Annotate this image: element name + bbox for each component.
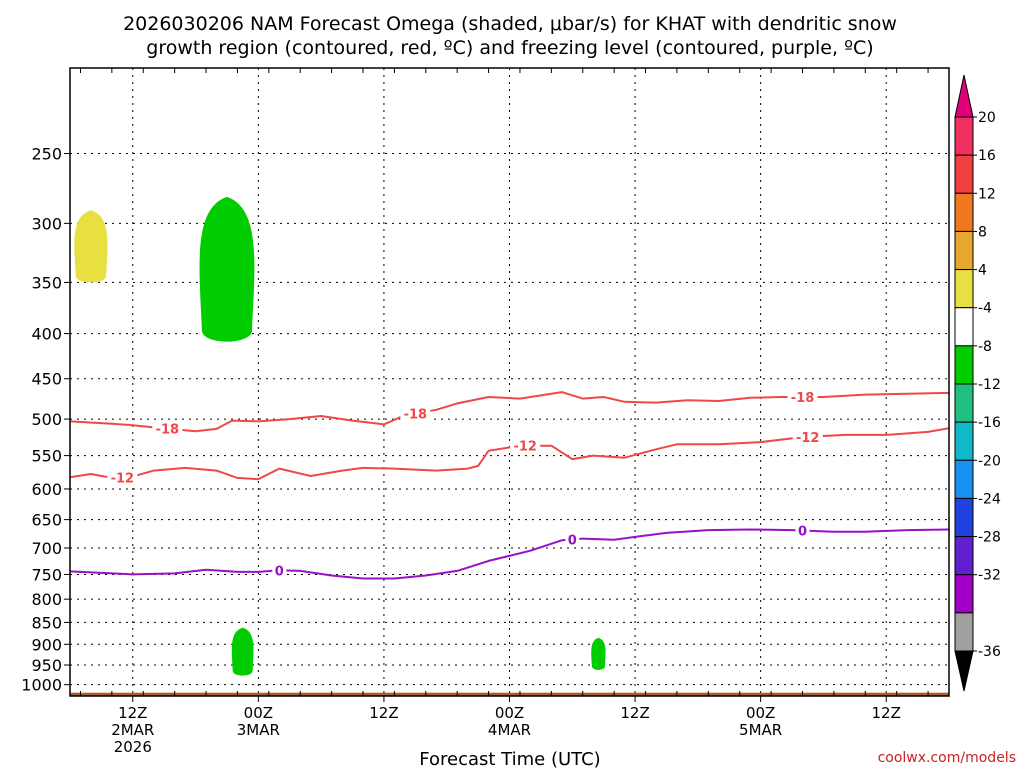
colorbar-swatch: [954, 345, 974, 385]
colorbar-swatch: [954, 574, 974, 614]
omega-region-1: [74, 210, 108, 283]
colorbar-swatch: [954, 497, 974, 538]
omega-region-3: [231, 627, 254, 676]
y-tick-label: 800: [31, 590, 62, 609]
x-tick-label: 4MAR: [488, 721, 531, 739]
contour-line-1: [69, 391, 950, 433]
x-tick-label: 12Z: [872, 704, 901, 722]
y-tick-label: 750: [31, 565, 62, 584]
contour-label-3-1: 0: [275, 564, 284, 579]
colorbar: 20 16 12 8 4 -4 -8 -12 -16 -20 -24 -28 -32 -36: [954, 74, 1001, 692]
colorbar-swatch: [954, 192, 974, 232]
contour-label-1-2: -18: [404, 407, 428, 422]
x-tick-label: 5MAR: [739, 721, 782, 739]
y-tick-label: 650: [31, 511, 62, 530]
contour-label-bg: [400, 405, 431, 422]
axes: 250 300 350 400 450 500 550 600 650 700 750 800 850 9…: [21, 67, 950, 756]
contour-label-2-2: -12: [513, 440, 537, 455]
colorbar-top-arrow: [954, 74, 974, 118]
ground-strip: [70, 692, 949, 696]
contour-label-3-3: 0: [798, 525, 807, 540]
colorbar-swatch: [954, 269, 974, 309]
colorbar-label: -28: [978, 530, 1001, 546]
contour-label-1-3: -18: [791, 391, 815, 406]
x-axis-title: Forecast Time (UTC): [419, 749, 600, 768]
grid-lines: [70, 68, 949, 696]
y-tick-label: 350: [31, 273, 62, 292]
colorbar-swatch: [954, 536, 974, 576]
colorbar-swatch: [954, 421, 974, 461]
contour-label-bg: [787, 389, 818, 406]
x-tick-label: 12Z: [118, 704, 147, 722]
watermark: coolwx.com/models: [878, 750, 1016, 766]
colorbar-label: 8: [978, 224, 987, 240]
contour-label-bg: [510, 437, 541, 454]
y-tick-label: 250: [31, 144, 62, 163]
contour-line-3: [69, 528, 950, 580]
y-tick-label: 450: [31, 370, 62, 389]
contour-label-bg: [107, 469, 138, 486]
colorbar-label: 12: [978, 186, 996, 202]
colorbar-swatch: [954, 307, 974, 347]
contour-line-2: [69, 427, 950, 481]
omega-region-2: [199, 196, 255, 342]
y-tick-label: 600: [31, 480, 62, 499]
contour-label-bg: [565, 531, 580, 548]
colorbar-bottom-arrow: [954, 650, 974, 692]
x-tick-label: 00Z: [495, 704, 524, 722]
colorbar-swatch: [954, 116, 974, 156]
colorbar-label: 4: [978, 263, 987, 279]
colorbar-swatch: [954, 383, 974, 423]
y-tick-label: 1000: [21, 676, 62, 695]
colorbar-label: -12: [978, 377, 1001, 393]
chart-title-line-1: 2026030206 NAM Forecast Omega (shaded, μ…: [123, 13, 897, 35]
x-tick-label: 3MAR: [237, 721, 280, 739]
contours: -18 -18 -18 -12 -12 -12 0 0 0: [69, 389, 950, 580]
contour-label-3-2: 0: [568, 533, 577, 548]
colorbar-label: -4: [978, 301, 992, 317]
colorbar-swatch: [954, 230, 974, 271]
colorbar-label: -36: [978, 644, 1001, 660]
shaded-regions: [74, 196, 606, 676]
contour-label-1-1: -18: [156, 423, 180, 438]
omega-region-4: [591, 637, 606, 670]
colorbar-label: -32: [978, 568, 1001, 584]
y-tick-label: 400: [31, 325, 62, 344]
contour-label-bg: [272, 562, 287, 579]
y-tick-label: 950: [31, 656, 62, 675]
y-tick-label: 900: [31, 635, 62, 654]
colorbar-label: 20: [978, 110, 996, 126]
y-tick-label: 550: [31, 447, 62, 466]
colorbar-label: 16: [978, 148, 996, 164]
contour-label-bg: [792, 428, 823, 445]
contour-label-bg: [152, 420, 183, 437]
y-tick-label: 700: [31, 539, 62, 558]
contour-label-2-3: -12: [796, 431, 820, 446]
colorbar-swatch: [954, 612, 974, 652]
x-tick-label: 2MAR: [111, 721, 154, 739]
colorbar-label: -20: [978, 453, 1001, 469]
chart-title-line-2: growth region (contoured, red, ºC) and f…: [146, 37, 873, 59]
x-tick-label: 00Z: [244, 704, 273, 722]
x-tick-label: 12Z: [369, 704, 398, 722]
y-tick-label: 500: [31, 410, 62, 429]
x-tick-label: 00Z: [746, 704, 775, 722]
colorbar-label: -24: [978, 491, 1001, 507]
y-tick-label: 850: [31, 613, 62, 632]
colorbar-label: -16: [978, 415, 1001, 431]
colorbar-swatch: [954, 154, 974, 194]
x-tick-label: 12Z: [620, 704, 649, 722]
contour-label-2-1: -12: [111, 471, 135, 486]
y-tick-label: 300: [31, 214, 62, 233]
colorbar-swatch: [954, 459, 974, 499]
contour-label-bg: [795, 522, 810, 539]
colorbar-label: -8: [978, 339, 992, 355]
x-tick-label: 2026: [114, 738, 152, 756]
